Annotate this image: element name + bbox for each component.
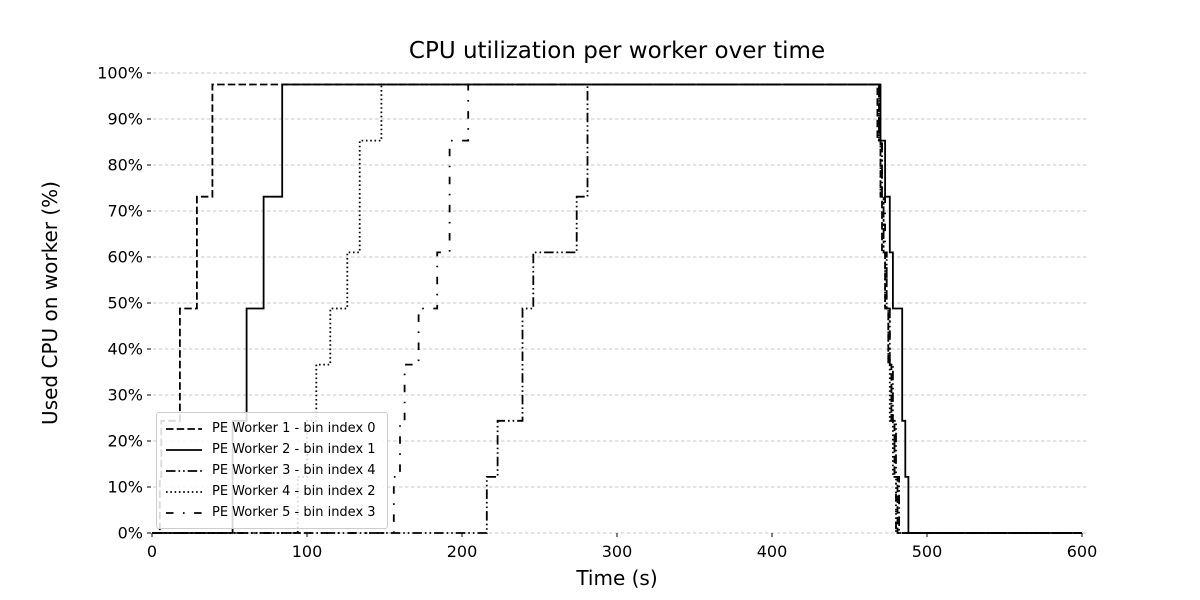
legend-item: PE Worker 4 - bin index 2 (165, 481, 376, 502)
y-tick-label: 30% (107, 386, 143, 405)
x-tick-label: 300 (602, 542, 633, 561)
tick-labels: 0 100 200 300 400 500 600 0% 10% 20% 30% 40% 50% 60% 7… (97, 64, 1097, 562)
legend-item-label: PE Worker 4 - bin index 2 (212, 484, 376, 499)
y-tick-label: 90% (107, 110, 143, 129)
legend-line-sample (166, 511, 202, 514)
legend-item: PE Worker 3 - bin index 4 (165, 460, 376, 481)
legend-item-label: PE Worker 2 - bin index 1 (212, 442, 376, 457)
x-tick-label: 200 (447, 542, 478, 561)
legend-line-sample (166, 427, 202, 430)
legend: PE Worker 1 - bin index 0 PE Worker 2 - b… (156, 412, 388, 529)
legend-item: PE Worker 1 - bin index 0 (165, 418, 376, 439)
y-tick-label: 60% (107, 248, 143, 267)
y-tick-label: 0% (118, 524, 143, 543)
legend-item: PE Worker 2 - bin index 1 (165, 439, 376, 460)
legend-item-label: PE Worker 5 - bin index 3 (212, 505, 376, 520)
y-axis-label: Used CPU on worker (%) (38, 181, 62, 425)
series-line (152, 83, 1082, 534)
gridlines (147, 72, 1089, 534)
x-tick-label: 100 (292, 542, 323, 561)
y-tick-label: 10% (107, 478, 143, 497)
x-tick-label: 400 (757, 542, 788, 561)
y-tick-label: 100% (97, 64, 143, 83)
y-tick-label: 70% (107, 202, 143, 221)
legend-line-sample (166, 448, 202, 451)
legend-item-label: PE Worker 3 - bin index 4 (212, 463, 376, 478)
x-axis-label: Time (s) (575, 566, 657, 590)
y-tick-label: 80% (107, 156, 143, 175)
y-tick-label: 40% (107, 340, 143, 359)
x-tick-label: 600 (1067, 542, 1098, 561)
x-tick-label: 0 (147, 542, 157, 561)
series-line (152, 83, 1082, 534)
y-tick-label: 20% (107, 432, 143, 451)
legend-line-sample (166, 490, 202, 493)
legend-item: PE Worker 5 - bin index 3 (165, 502, 376, 523)
chart-title: CPU utilization per worker over time (409, 38, 825, 64)
legend-item-label: PE Worker 1 - bin index 0 (212, 421, 376, 436)
y-tick-label: 50% (107, 294, 143, 313)
x-tick-label: 500 (912, 542, 943, 561)
legend-line-sample (166, 469, 202, 472)
